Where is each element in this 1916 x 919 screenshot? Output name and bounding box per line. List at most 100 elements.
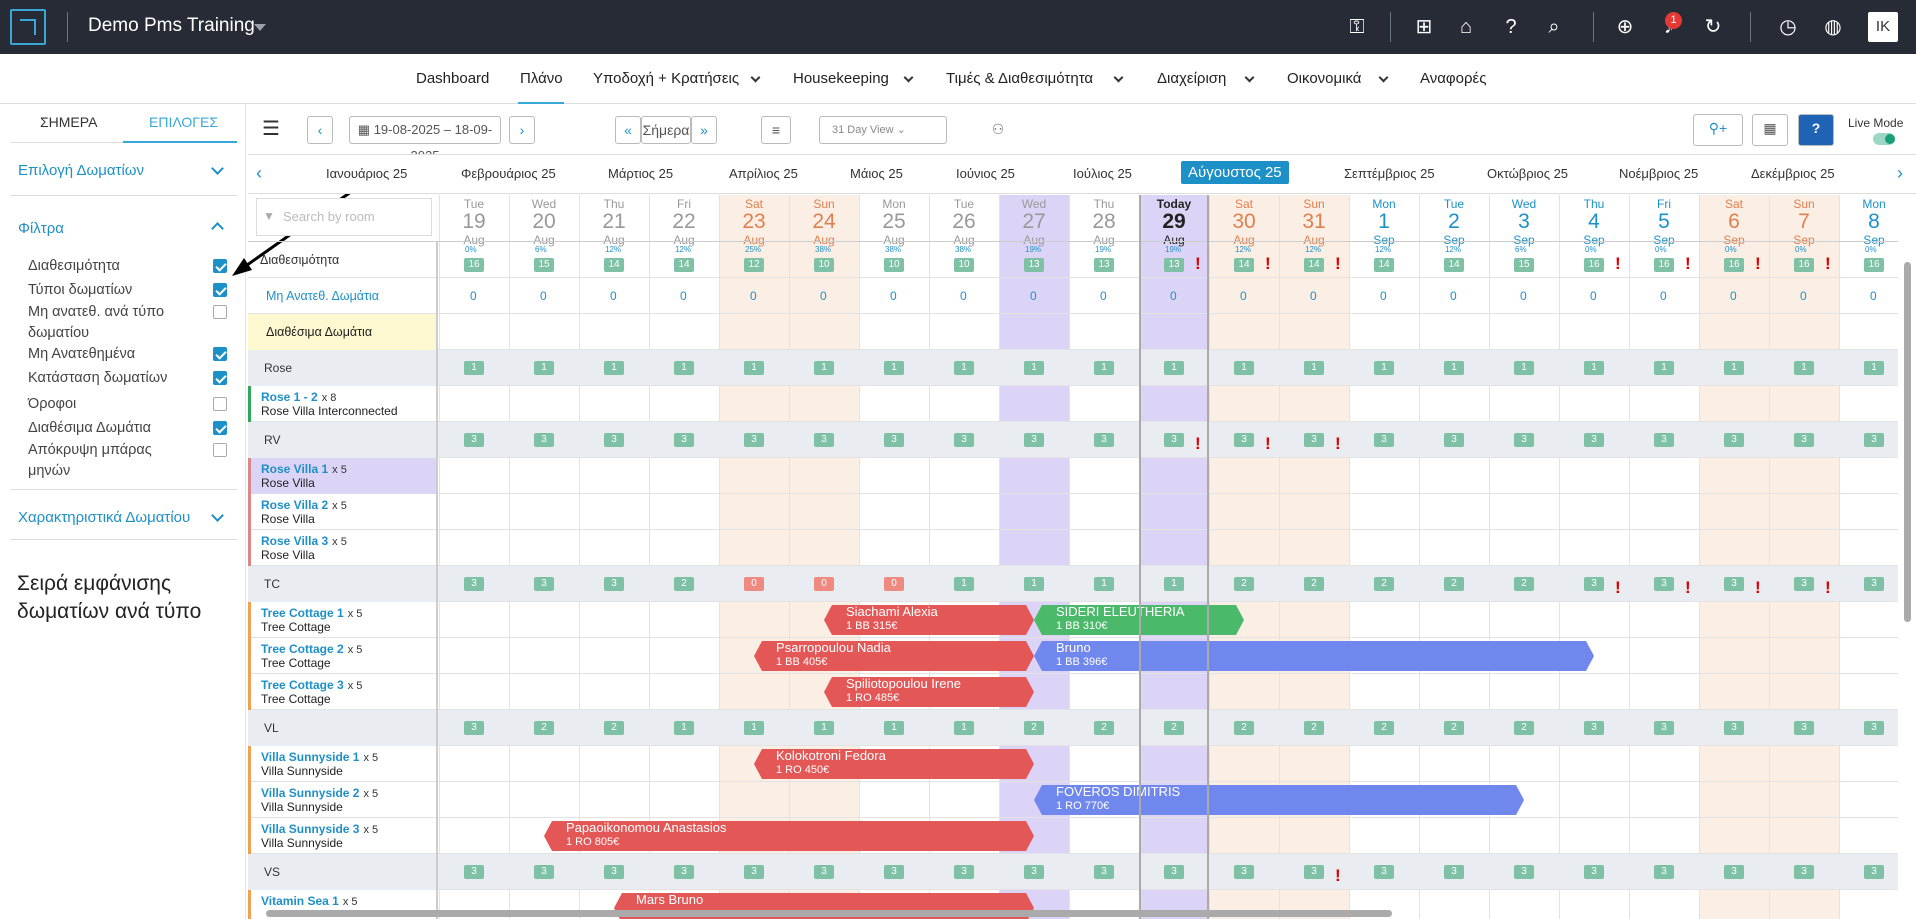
group-count[interactable]: 3 xyxy=(1794,433,1814,447)
group-count[interactable]: 3 xyxy=(604,577,624,591)
chevron-down-icon[interactable] xyxy=(1244,72,1255,83)
month-2[interactable]: Φεβρουάριος 25 xyxy=(461,166,556,181)
nav-dashboard[interactable]: Dashboard xyxy=(416,70,490,87)
group-count[interactable]: 3 xyxy=(1654,433,1674,447)
unassigned-count[interactable]: 0 xyxy=(1240,289,1247,303)
group-count[interactable]: 3 xyxy=(1724,721,1744,735)
group-count[interactable]: 3 xyxy=(1304,865,1324,879)
group-count[interactable]: 0 xyxy=(744,577,764,591)
filters-header[interactable]: Φίλτρα xyxy=(18,220,64,237)
day-header[interactable]: Thu 21 Aug xyxy=(579,197,649,247)
group-count[interactable]: 3 xyxy=(1234,865,1254,879)
group-count[interactable]: 1 xyxy=(464,361,484,375)
group-count[interactable]: 3 xyxy=(1864,433,1884,447)
availability-count[interactable]: 13 xyxy=(1164,258,1184,272)
group-count[interactable]: 1 xyxy=(954,577,974,591)
app-title[interactable]: Demo Pms Training xyxy=(88,15,255,36)
availability-count[interactable]: 16 xyxy=(1794,258,1814,272)
group-count[interactable]: 3 xyxy=(1794,721,1814,735)
filter-label[interactable]: Τύποι δωματίων xyxy=(28,282,133,298)
group-count[interactable]: 2 xyxy=(1374,721,1394,735)
month-1[interactable]: Ιανουάριος 25 xyxy=(326,166,408,181)
group-count[interactable]: 2 xyxy=(1024,721,1044,735)
group-count[interactable]: 3 xyxy=(464,577,484,591)
day-header[interactable]: Sat 6 Sep xyxy=(1699,197,1769,247)
unassigned-count[interactable]: 0 xyxy=(1800,289,1807,303)
group-count[interactable]: 1 xyxy=(1794,361,1814,375)
group-count[interactable]: 1 xyxy=(744,361,764,375)
filter-checkbox[interactable] xyxy=(213,259,227,273)
group-count[interactable]: 1 xyxy=(604,361,624,375)
month-11[interactable]: Νοέμβριος 25 xyxy=(1619,166,1699,181)
prev-fast-button[interactable]: « xyxy=(615,116,641,144)
availability-count[interactable]: 15 xyxy=(1514,258,1534,272)
group-count[interactable]: 3 xyxy=(1654,577,1674,591)
nav-financial[interactable]: Οικονομικά xyxy=(1287,70,1362,87)
group-count[interactable]: 1 xyxy=(954,361,974,375)
availability-count[interactable]: 14 xyxy=(1444,258,1464,272)
group-count[interactable]: 3 xyxy=(1024,433,1044,447)
availability-count[interactable]: 14 xyxy=(604,258,624,272)
booking-bar[interactable]: Kolokotroni Fedora 1 RO 450€ xyxy=(754,749,1034,779)
group-count[interactable]: 3 xyxy=(604,865,624,879)
group-count[interactable]: 1 xyxy=(954,721,974,735)
nav-rates[interactable]: Τιμές & Διαθεσιμότητα xyxy=(946,70,1094,87)
group-count[interactable]: 1 xyxy=(814,361,834,375)
group-count[interactable]: 3 xyxy=(954,865,974,879)
chevron-down-icon[interactable] xyxy=(750,72,761,83)
group-label[interactable]: VS xyxy=(248,854,438,890)
group-count[interactable]: 2 xyxy=(1234,721,1254,735)
booking-bar[interactable]: FOVEROS DIMITRIS 1 RO 770€ xyxy=(1034,785,1524,815)
group-count[interactable]: 3 xyxy=(604,433,624,447)
avatar[interactable]: IK xyxy=(1868,12,1898,42)
group-label[interactable]: Rose xyxy=(248,350,438,386)
booking-bar[interactable]: Bruno 1 BB 396€ xyxy=(1034,641,1594,671)
group-count[interactable]: 1 xyxy=(1304,361,1324,375)
nav-reception[interactable]: Υποδοχή + Κρατήσεις xyxy=(593,70,740,87)
help-icon[interactable]: ? xyxy=(1798,114,1834,146)
group-count[interactable]: 2 xyxy=(1514,577,1534,591)
group-count[interactable]: 3 xyxy=(1444,433,1464,447)
unassigned-count[interactable]: 0 xyxy=(1590,289,1597,303)
month-4[interactable]: Απρίλιος 25 xyxy=(729,166,798,181)
filter-label[interactable]: Κατάσταση δωματίων xyxy=(28,370,168,386)
group-count[interactable]: 3 xyxy=(954,433,974,447)
today-button[interactable]: Σήμερα xyxy=(641,116,691,144)
unassigned-count[interactable]: 0 xyxy=(1660,289,1667,303)
group-count[interactable]: 3 xyxy=(1794,865,1814,879)
logo-icon[interactable] xyxy=(10,9,46,45)
group-count[interactable]: 1 xyxy=(1864,361,1884,375)
filter-label[interactable]: Διαθέσιμα Δωμάτια xyxy=(28,420,152,436)
next-month-icon[interactable]: › xyxy=(1897,163,1903,183)
day-header[interactable]: Sun 31 Aug xyxy=(1279,197,1349,247)
availability-count[interactable]: 10 xyxy=(814,258,834,272)
unassigned-count[interactable]: 0 xyxy=(1030,289,1037,303)
group-count[interactable]: 2 xyxy=(1514,721,1534,735)
group-count[interactable]: 3 xyxy=(1794,577,1814,591)
filter-label[interactable]: Απόκρυψη μπάρας μηνών xyxy=(28,442,152,479)
month-5[interactable]: Μάιος 25 xyxy=(850,166,903,181)
nav-management[interactable]: Διαχείριση xyxy=(1157,70,1227,87)
group-count[interactable]: 3 xyxy=(1654,721,1674,735)
live-mode-toggle[interactable] xyxy=(1873,133,1895,145)
group-count[interactable]: 3 xyxy=(1654,865,1674,879)
group-count[interactable]: 3 xyxy=(744,865,764,879)
group-count[interactable]: 3 xyxy=(464,865,484,879)
unassigned-count[interactable]: 0 xyxy=(1100,289,1107,303)
unassigned-count[interactable]: 0 xyxy=(610,289,617,303)
prev-range-button[interactable]: ‹ xyxy=(307,116,333,144)
group-count[interactable]: 2 xyxy=(1164,721,1184,735)
filter-checkbox[interactable] xyxy=(213,421,227,435)
day-header[interactable]: Sun 24 Aug xyxy=(789,197,859,247)
group-count[interactable]: 3 xyxy=(1864,577,1884,591)
day-header[interactable]: Tue 2 Sep xyxy=(1419,197,1489,247)
group-count[interactable]: 3 xyxy=(534,433,554,447)
group-count[interactable]: 3 xyxy=(1024,865,1044,879)
availability-count[interactable]: 10 xyxy=(954,258,974,272)
group-count[interactable]: 2 xyxy=(1444,721,1464,735)
group-count[interactable]: 1 xyxy=(1024,361,1044,375)
day-header[interactable]: Fri 22 Aug xyxy=(649,197,719,247)
